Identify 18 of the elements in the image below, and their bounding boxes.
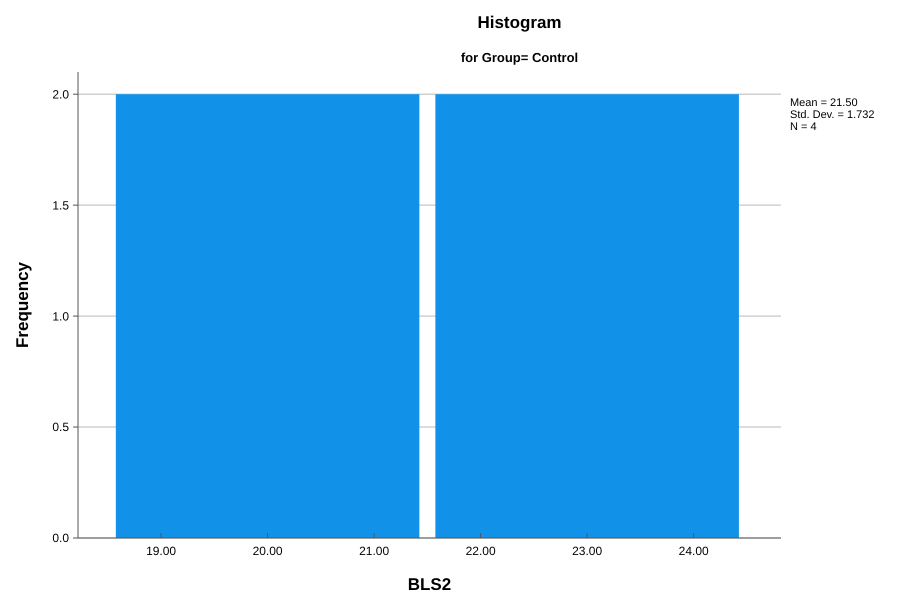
x-tick-label: 19.00	[146, 544, 176, 558]
chart-title: Histogram	[477, 13, 562, 32]
x-tick-label: 23.00	[572, 544, 602, 558]
chart-subtitle: for Group= Control	[460, 50, 578, 65]
x-tick-label: 20.00	[252, 544, 283, 558]
y-tick-label: 2.0	[52, 87, 70, 102]
y-tick-label: 0.0	[52, 531, 70, 546]
y-tick-label: 1.5	[52, 198, 70, 212]
y-tick-label: 1.0	[52, 309, 70, 324]
text: N = 4	[790, 121, 817, 133]
x-axis-title: BLS2	[408, 575, 452, 594]
x-tick-label: 24.00	[678, 544, 709, 558]
x-tick-label: 22.00	[466, 544, 496, 558]
y-tick-label: 0.5	[52, 420, 70, 434]
x-tick-label: 21.00	[359, 544, 390, 558]
y-axis-title: Frequency	[13, 261, 32, 348]
text: Mean = 21.50	[790, 97, 858, 109]
text: Std. Dev. = 1.732	[790, 109, 874, 121]
